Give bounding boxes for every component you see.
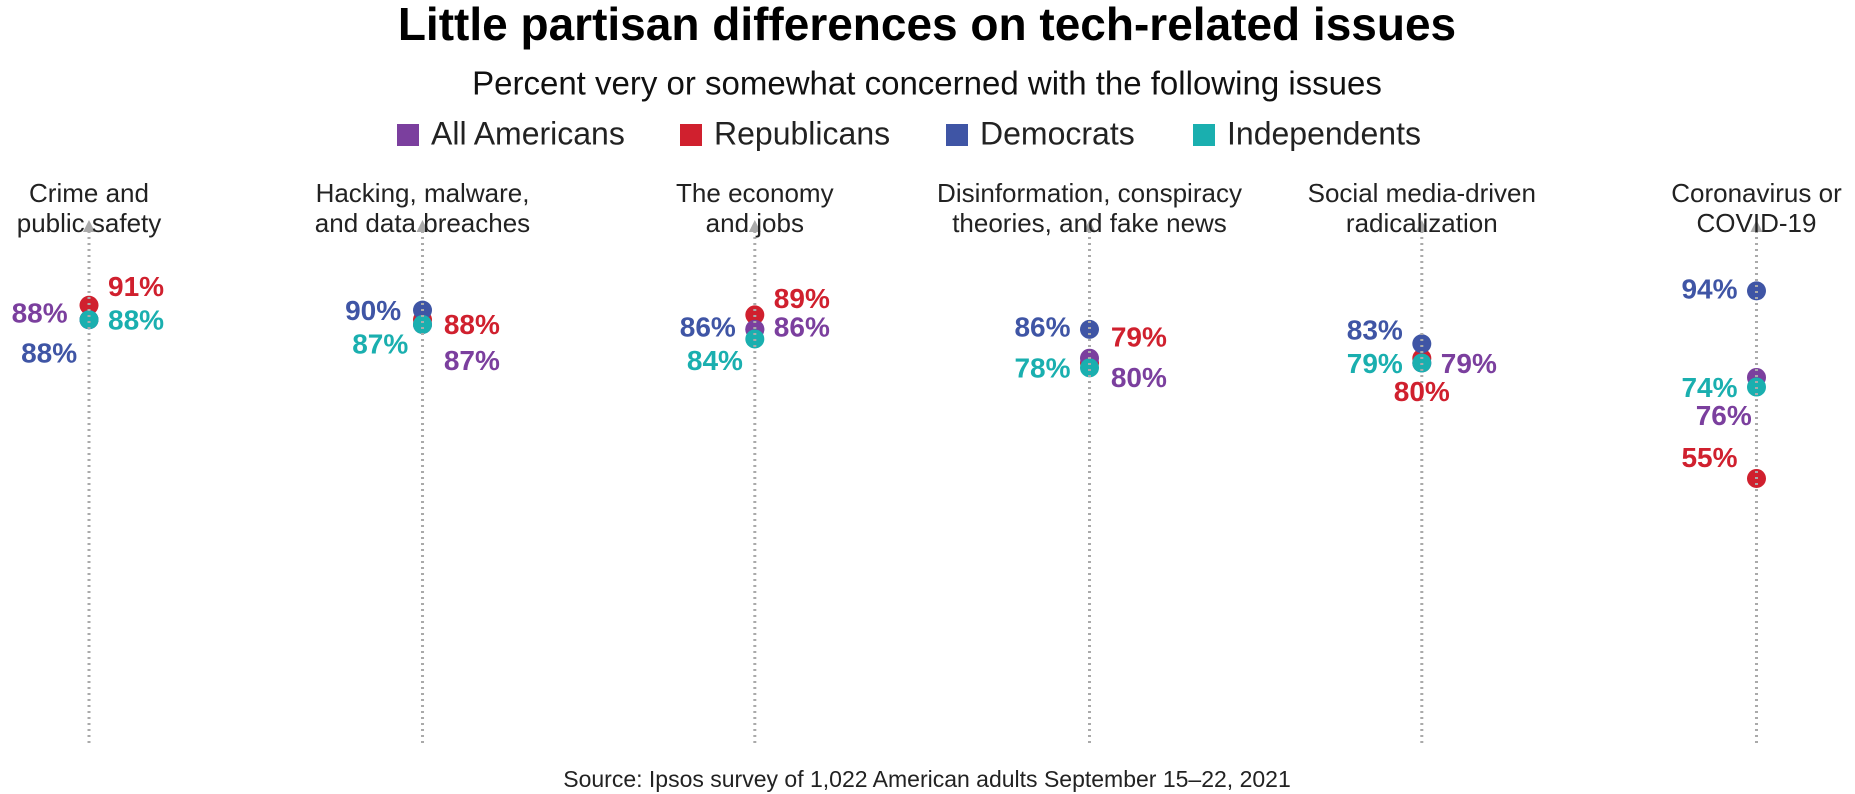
arrow-head (748, 220, 761, 232)
category-label: Hacking, malware, and data breaches (314, 178, 531, 238)
category-label: Social media-driven radicalization (1307, 178, 1536, 238)
dot (1746, 281, 1766, 301)
category-label: Crime and public safety (16, 178, 162, 238)
value-label: 88% (21, 338, 77, 369)
value-label: 80% (1111, 362, 1167, 393)
value-label: 78% (1014, 353, 1070, 384)
value-label: 91% (108, 271, 164, 302)
legend-swatch (1193, 124, 1215, 146)
value-label: 86% (680, 312, 736, 343)
value-label: 84% (687, 345, 743, 376)
category-label: The economy and jobs (676, 178, 834, 238)
value-label: 79% (1347, 348, 1403, 379)
arrow-head (83, 220, 96, 232)
legend-label: Democrats (980, 115, 1135, 151)
source-note: Source: Ipsos survey of 1,022 American a… (563, 766, 1291, 792)
legend-swatch (397, 124, 419, 146)
chart-subtitle: Percent very or somewhat concerned with … (472, 65, 1382, 102)
legend-label: Republicans (714, 115, 890, 151)
value-label: 88% (108, 304, 164, 335)
value-label: 80% (1394, 376, 1450, 407)
value-label: 55% (1681, 442, 1737, 473)
arrow-head (1415, 220, 1428, 232)
value-label: 90% (345, 295, 401, 326)
value-label: 88% (444, 309, 500, 340)
value-label: 79% (1111, 322, 1167, 353)
value-label: 94% (1681, 273, 1737, 304)
dot (1080, 319, 1100, 339)
legend-label: All Americans (431, 115, 625, 151)
value-label: 88% (12, 297, 68, 328)
dot (79, 295, 99, 315)
dot (745, 305, 765, 325)
dots (79, 281, 1766, 488)
arrow-head (1750, 220, 1763, 232)
legend-swatch (680, 124, 702, 146)
value-label: 86% (774, 312, 830, 343)
value-label: 74% (1681, 372, 1737, 403)
chart-title: Little partisan differences on tech-rela… (398, 0, 1456, 50)
dot (1412, 334, 1432, 354)
legend-swatch (946, 124, 968, 146)
dot (413, 315, 433, 335)
dot (1080, 358, 1100, 378)
category-label: Coronavirus or COVID-19 (1671, 178, 1842, 238)
value-label: 83% (1347, 314, 1403, 345)
category-label: Disinformation, conspiracy theories, and… (937, 178, 1242, 238)
legend-label: Independents (1227, 115, 1421, 151)
value-label: 86% (1014, 312, 1070, 343)
arrow-head (416, 220, 429, 232)
dot (79, 310, 99, 330)
dot (745, 329, 765, 349)
arrow-head (1083, 220, 1096, 232)
value-label: 89% (774, 283, 830, 314)
value-label: 79% (1441, 348, 1497, 379)
value-label: 76% (1696, 400, 1752, 431)
value-label: 87% (444, 345, 500, 376)
value-label: 87% (352, 328, 408, 359)
